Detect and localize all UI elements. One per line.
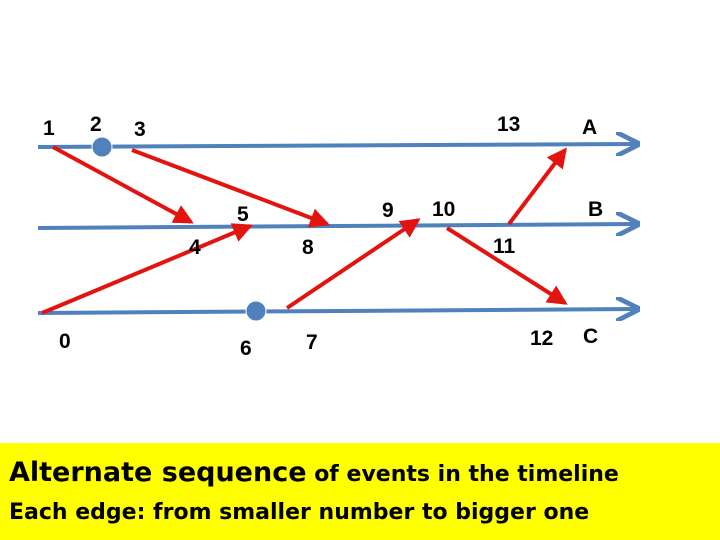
event-label-11: 11 — [493, 235, 516, 258]
timeline-diagram: A B C 0 1 2 3 4 5 6 7 8 9 10 11 12 13 — [37, 113, 720, 360]
edge-7-to-9 — [285, 218, 421, 310]
timeline-b — [37, 224, 636, 228]
timeline-a — [37, 144, 636, 147]
event-label-1: 1 — [43, 117, 55, 140]
edge-10-to-12 — [445, 226, 568, 305]
edge-11-to-13 — [507, 147, 567, 226]
timeline-label-c: C — [583, 325, 598, 348]
caption-box: Alternate sequence of events in the time… — [0, 443, 720, 540]
event-label-5: 5 — [237, 203, 249, 226]
event-label-4: 4 — [189, 236, 201, 259]
event-label-0: 0 — [59, 330, 71, 353]
event-label-12: 12 — [530, 327, 553, 350]
edge-0-to-5 — [41, 223, 253, 315]
event-label-7: 7 — [306, 331, 318, 354]
event-label-13: 13 — [497, 113, 520, 136]
event-label-3: 3 — [134, 118, 146, 141]
event-label-6: 6 — [240, 337, 252, 360]
timeline-label-a: A — [582, 116, 597, 139]
event-dot-2 — [91, 136, 113, 158]
event-label-9: 9 — [382, 199, 394, 222]
event-label-2: 2 — [90, 113, 102, 136]
edge-1-to-4 — [52, 145, 194, 224]
event-label-8: 8 — [302, 236, 314, 259]
caption-line-1-rest: of events in the timeline — [306, 462, 619, 487]
caption-line-2: Each edge: from smaller number to bigger… — [9, 500, 590, 525]
event-label-10: 10 — [432, 198, 455, 221]
timeline-label-b: B — [588, 198, 603, 221]
caption-emphasis: Alternate sequence — [9, 457, 307, 488]
event-dot-6 — [245, 300, 267, 322]
edge-3-to-8 — [131, 148, 330, 228]
caption-line-1: Alternate sequence of events in the time… — [9, 453, 720, 493]
timeline-c — [37, 309, 636, 313]
